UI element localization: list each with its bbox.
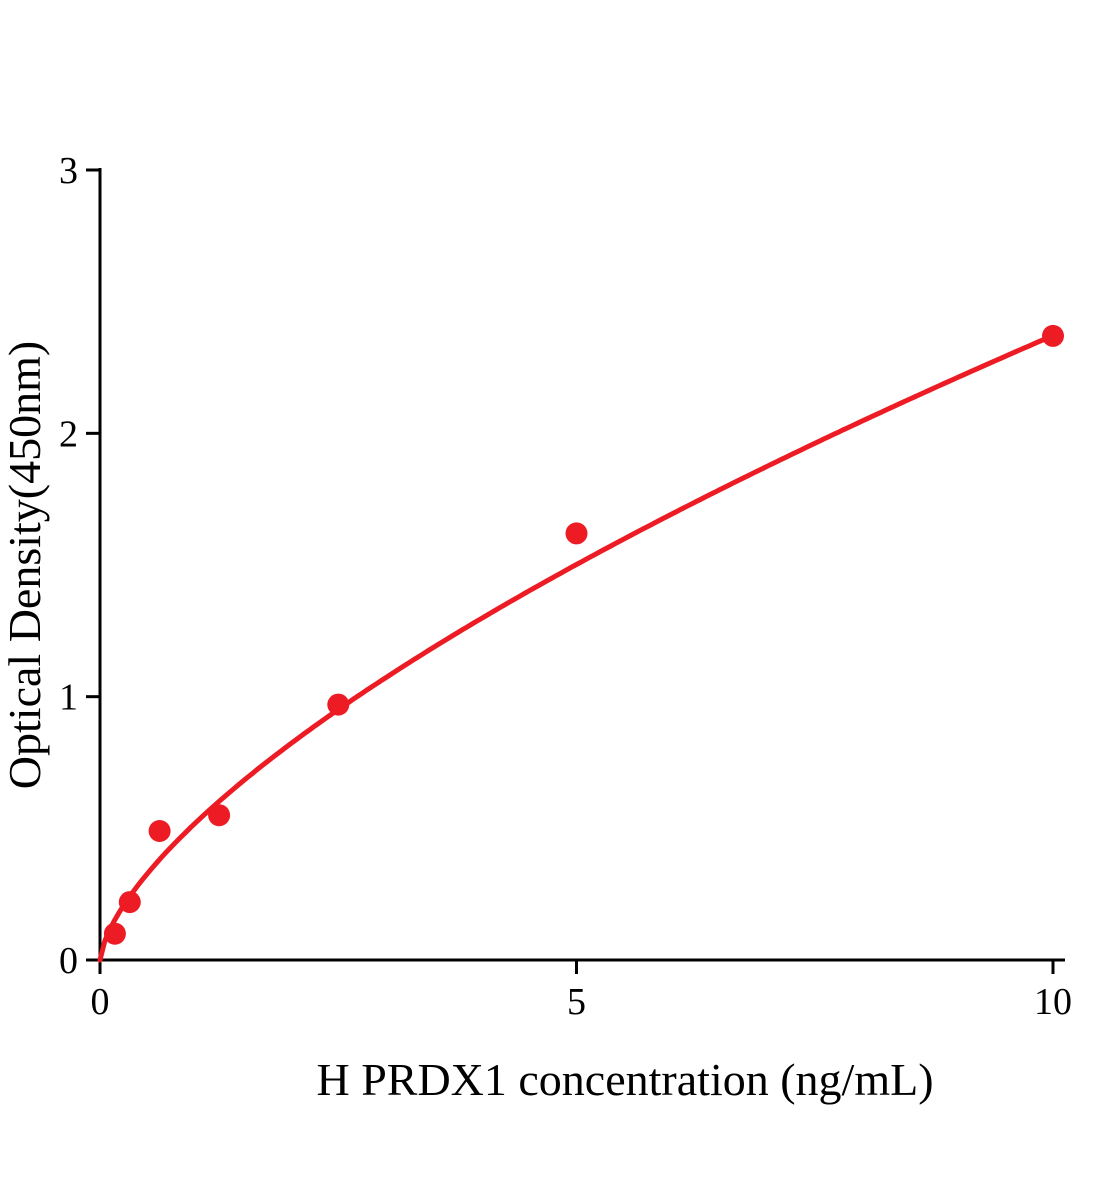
y-tick-label: 2 bbox=[59, 413, 78, 455]
axes: 0 1 2 3 0 5 10 bbox=[59, 150, 1072, 1023]
data-point bbox=[208, 804, 231, 827]
data-series bbox=[97, 324, 1064, 963]
y-tick-label: 0 bbox=[59, 940, 78, 982]
x-tick-label: 5 bbox=[567, 981, 586, 1023]
data-point bbox=[148, 820, 171, 842]
data-point bbox=[103, 922, 126, 945]
x-axis-title: H PRDX1 concentration (ng/mL) bbox=[316, 1054, 933, 1105]
fit-curve bbox=[97, 333, 1056, 963]
data-point bbox=[118, 891, 141, 914]
data-point bbox=[565, 522, 588, 545]
x-tick-label: 10 bbox=[1034, 981, 1072, 1023]
y-axis-title: Optical Density(450nm) bbox=[0, 341, 50, 789]
y-tick-label: 1 bbox=[59, 677, 78, 719]
x-tick-label: 0 bbox=[91, 981, 110, 1023]
y-tick-label: 3 bbox=[59, 150, 78, 192]
data-point bbox=[1042, 324, 1064, 347]
data-point bbox=[327, 693, 350, 716]
